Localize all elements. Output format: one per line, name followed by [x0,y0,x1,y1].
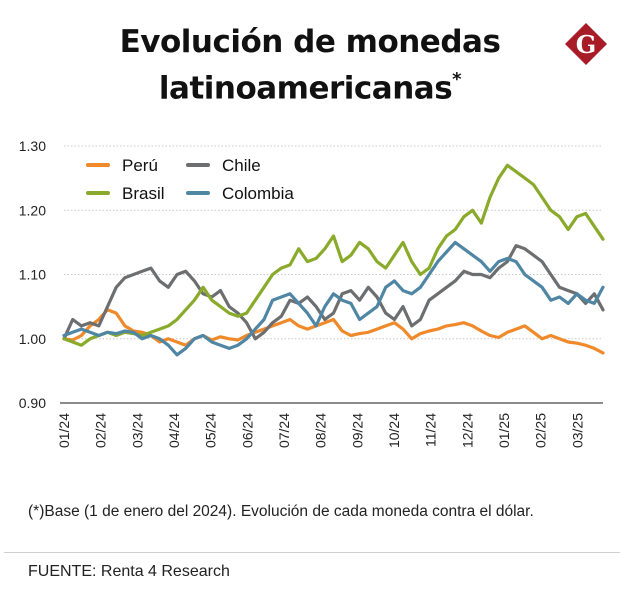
series-line-chile [62,244,605,341]
x-tick-label: 05/24 [203,413,219,448]
legend-item: Brasil [86,184,165,203]
title-line-2-text: latinoamericanas [158,70,453,107]
legend-item: Colombia [186,184,294,203]
legend-label: Brasil [122,184,165,203]
x-tick-label: 02/25 [533,413,549,448]
x-axis-ticks: 01/24 02/24 03/24 04/24 05/24 06/24 07/24 08/24… [56,413,585,448]
x-tick-label: 12/24 [459,413,475,448]
legend: Perú Chile Brasil Colombia [86,156,294,203]
series-line-colombia [62,240,605,357]
x-tick-label: 02/24 [93,413,109,448]
title-line-1: Evolución de monedas [119,24,501,60]
y-tick-label: 1.30 [19,138,46,154]
title-asterisk: * [452,69,462,90]
x-tick-label: 06/24 [239,413,255,448]
series-line-brasil [62,163,605,347]
x-tick-label: 07/24 [276,413,292,448]
y-axis-ticks: 0.90 1.00 1.10 1.20 1.30 [19,138,46,411]
x-tick-label: 03/25 [569,413,585,448]
y-tick-label: 1.10 [19,267,46,283]
footnote: (*)Base (1 de enero del 2024). Evolución… [28,503,534,520]
logo-letter: G [576,30,597,59]
x-tick-label: 01/24 [56,413,72,448]
legend-label: Colombia [222,184,294,203]
legend-item: Perú [86,156,158,175]
legend-label: Perú [122,156,158,175]
legend-label: Chile [222,156,261,175]
x-tick-label: 10/24 [386,413,402,448]
line-chart: 0.90 1.00 1.10 1.20 1.30 01/24 02/24 03/24 04/2… [19,138,605,448]
y-tick-label: 1.20 [19,202,46,218]
y-tick-label: 1.00 [19,331,46,347]
legend-item: Chile [186,156,261,175]
title-line-2: latinoamericanas* [0,62,620,108]
y-tick-label: 0.90 [19,395,46,411]
publisher-logo-icon: G [565,23,607,65]
x-tick-label: 03/24 [129,413,145,448]
x-tick-label: 04/24 [166,413,182,448]
x-tick-label: 09/24 [349,413,365,448]
series-line-peru [62,308,605,355]
divider [4,552,620,553]
series-lines [62,163,605,357]
x-tick-label: 01/25 [496,413,512,448]
x-tick-label: 11/24 [423,413,439,447]
x-tick-label: 08/24 [313,413,329,448]
source-credit: FUENTE: Renta 4 Research [28,563,230,580]
grid [60,145,603,404]
logo-diamond [565,23,607,65]
chart-title: Evolución de monedas latinoamericanas* [0,22,620,108]
